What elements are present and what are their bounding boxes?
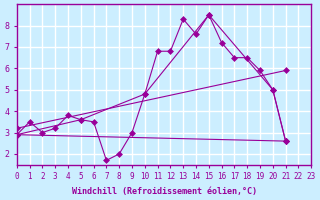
X-axis label: Windchill (Refroidissement éolien,°C): Windchill (Refroidissement éolien,°C) — [71, 187, 257, 196]
